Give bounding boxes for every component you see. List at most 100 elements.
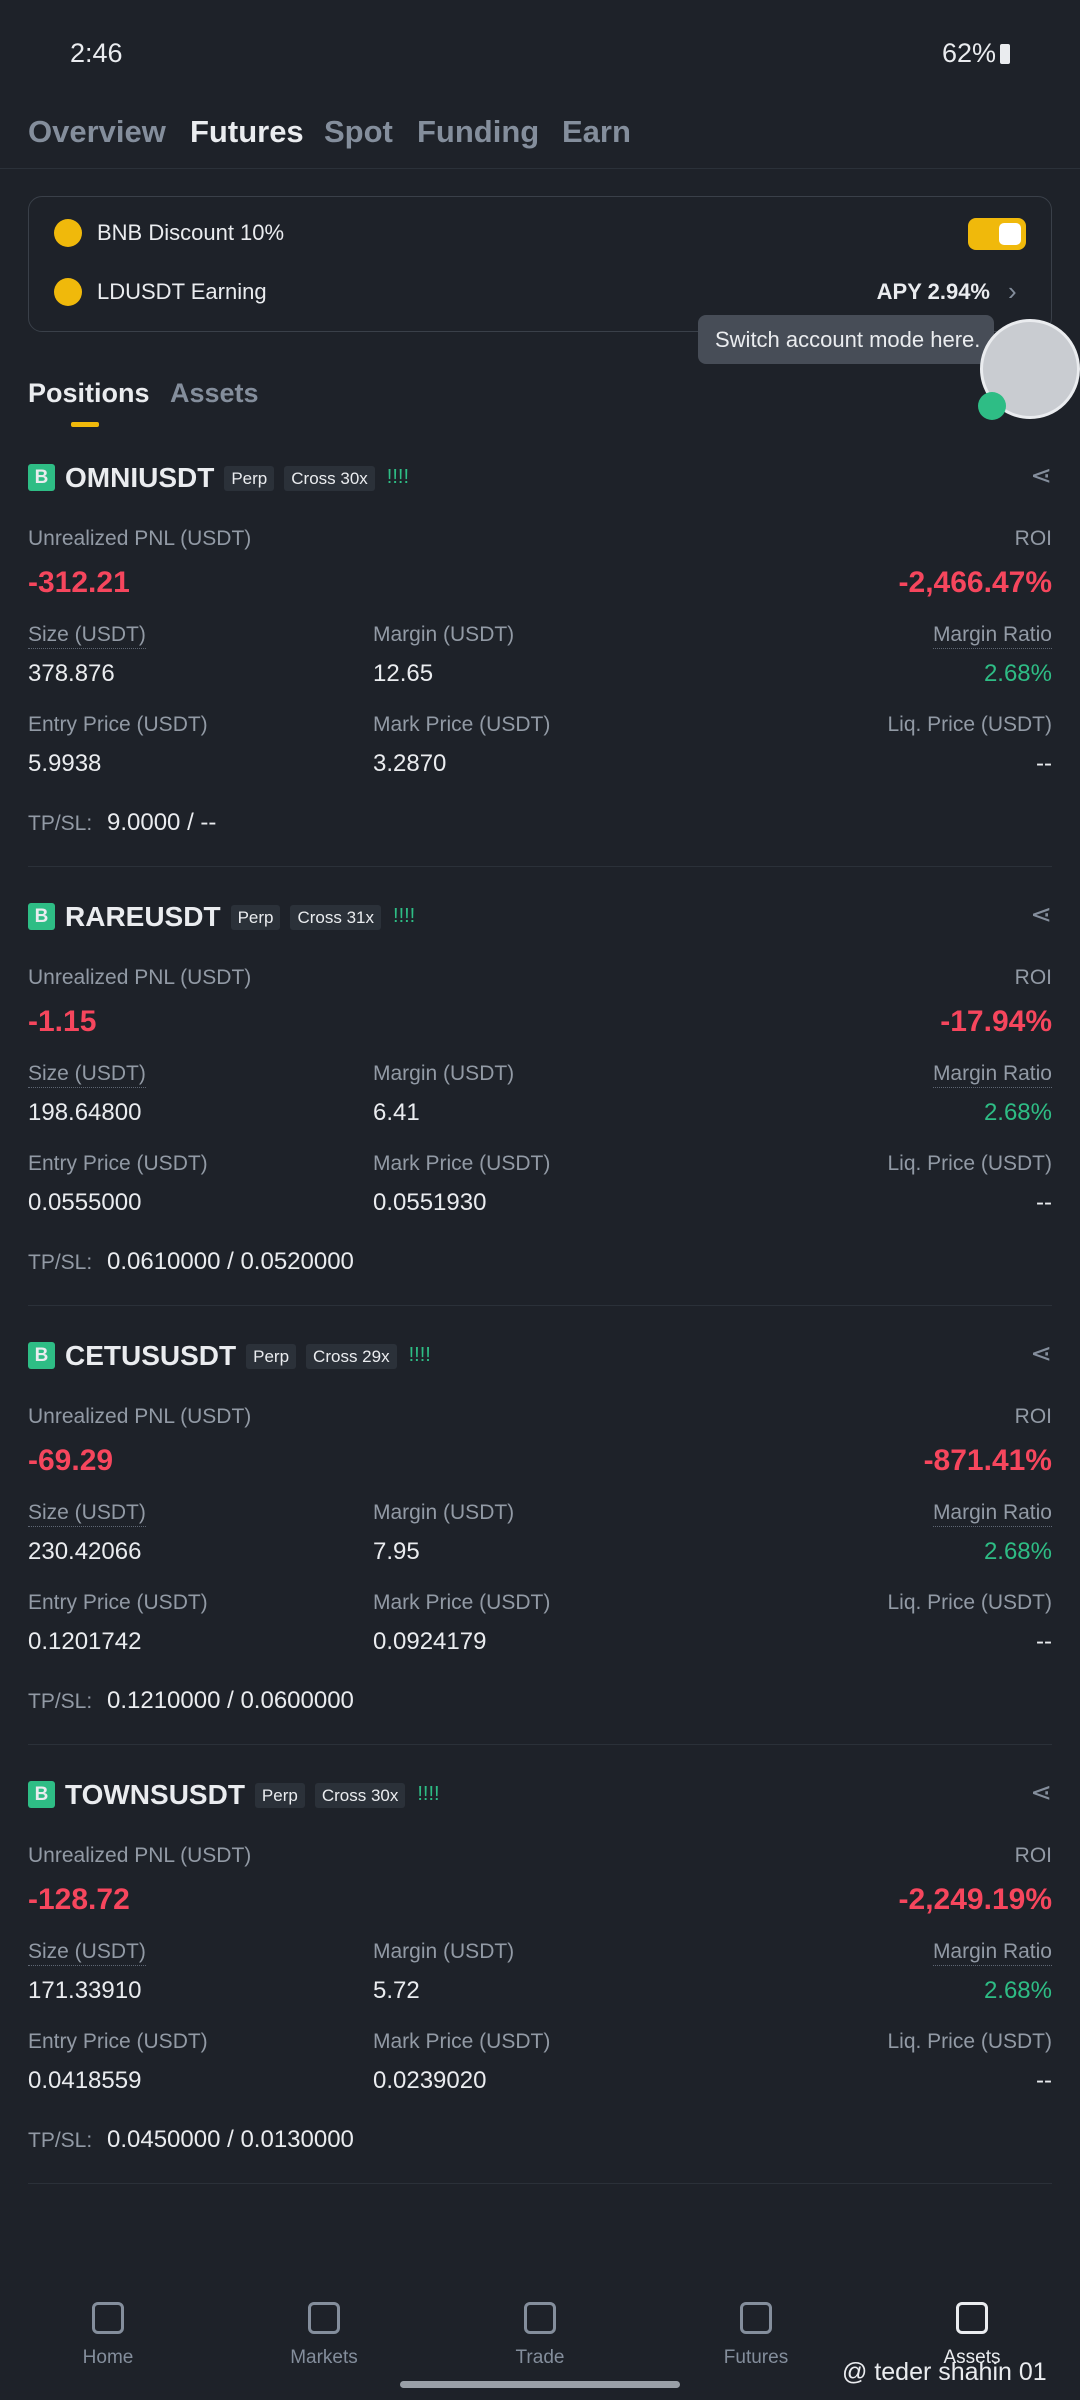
ldusdt-label: LDUSDT Earning xyxy=(97,279,267,304)
share-icon[interactable]: ⋖ xyxy=(1030,899,1052,929)
margin-label: Margin (USDT) xyxy=(373,1501,515,1524)
entry-label: Entry Price (USDT) xyxy=(28,1152,208,1175)
battery-icon xyxy=(1000,44,1010,64)
tpsl: 0.0610000 / 0.0520000 xyxy=(107,1248,354,1275)
side-badge: B xyxy=(28,464,55,491)
nav-item[interactable]: Futures xyxy=(723,2347,789,2368)
divider xyxy=(0,168,1080,169)
side-badge: B xyxy=(28,1781,55,1808)
pnl: -128.72 xyxy=(28,1883,130,1916)
size: 198.64800 xyxy=(28,1099,142,1126)
symbol[interactable]: TOWNSUSDT xyxy=(65,1779,245,1810)
side-badge: B xyxy=(28,1342,55,1369)
tooltip-box xyxy=(698,315,994,364)
entry: 0.1201742 xyxy=(28,1628,142,1655)
mark-label: Mark Price (USDT) xyxy=(373,2030,551,2053)
apy[interactable]: APY 2.94% xyxy=(876,279,990,304)
share-icon[interactable]: ⋖ xyxy=(1030,1338,1052,1368)
pnl: -1.15 xyxy=(28,1005,97,1038)
tpsl: 0.1210000 / 0.0600000 xyxy=(107,1687,354,1714)
bnb-icon xyxy=(54,219,82,247)
entry: 0.0418559 xyxy=(28,2067,142,2094)
toggle[interactable] xyxy=(968,218,1026,250)
entry-label: Entry Price (USDT) xyxy=(28,2030,208,2053)
ratio-label: Margin Ratio xyxy=(932,1502,1052,1527)
ld-icon xyxy=(54,278,82,306)
pnl-label: Unrealized PNL (USDT) xyxy=(28,966,252,989)
roi-label: ROI xyxy=(1014,1405,1052,1428)
margin: 6.41 xyxy=(373,1099,420,1126)
signal: !!!! xyxy=(386,466,410,488)
ratio: 2.68% xyxy=(983,1538,1052,1565)
tab[interactable]: Funding xyxy=(417,114,540,149)
mark-label: Mark Price (USDT) xyxy=(373,713,551,736)
liq: -- xyxy=(1036,1189,1052,1216)
card xyxy=(28,196,1052,332)
subtab[interactable]: Assets xyxy=(170,378,259,408)
perp-tag: Perp xyxy=(230,905,281,930)
mark: 0.0551930 xyxy=(373,1189,487,1216)
watermark: @ teder shahin 01 xyxy=(842,2358,1047,2386)
pnl: -69.29 xyxy=(28,1444,114,1477)
ratio: 2.68% xyxy=(983,660,1052,687)
tab[interactable]: Earn xyxy=(562,114,631,149)
liq-label: Liq. Price (USDT) xyxy=(887,1152,1052,1175)
mark: 3.2870 xyxy=(373,750,447,777)
nav-item[interactable]: Assets xyxy=(943,2347,1001,2368)
tpsl: 9.0000 / -- xyxy=(107,809,217,836)
nav-item[interactable]: Home xyxy=(82,2347,134,2368)
cross-tag: Cross 30x xyxy=(284,466,375,491)
share-icon[interactable]: ⋖ xyxy=(1030,1777,1052,1807)
entry-label: Entry Price (USDT) xyxy=(28,1591,208,1614)
home-bar xyxy=(400,2381,680,2388)
pnl-label: Unrealized PNL (USDT) xyxy=(28,527,252,550)
nav-icon xyxy=(308,2302,340,2334)
tab[interactable]: Spot xyxy=(324,114,393,149)
tpsl: 0.0450000 / 0.0130000 xyxy=(107,2126,354,2153)
divider xyxy=(28,866,1052,867)
nav-item[interactable]: Trade xyxy=(515,2347,565,2368)
margin-label: Margin (USDT) xyxy=(373,1940,515,1963)
subtab-indicator xyxy=(71,422,99,427)
ratio: 2.68% xyxy=(983,1977,1052,2004)
pnl: -312.21 xyxy=(28,566,130,599)
mark-label: Mark Price (USDT) xyxy=(373,1152,551,1175)
symbol[interactable]: RAREUSDT xyxy=(65,901,221,932)
tab[interactable]: Overview xyxy=(28,114,166,149)
margin: 7.95 xyxy=(373,1538,420,1565)
tpsl-label: TP/SL: xyxy=(28,812,93,835)
margin: 5.72 xyxy=(373,1977,420,2004)
liq-label: Liq. Price (USDT) xyxy=(887,713,1052,736)
liq: -- xyxy=(1036,750,1052,777)
share-icon[interactable]: ⋖ xyxy=(1030,460,1052,490)
verified xyxy=(978,392,1006,420)
tab[interactable]: Futures xyxy=(190,114,304,149)
roi: -17.94% xyxy=(940,1005,1052,1038)
size-label: Size (USDT) xyxy=(28,1502,146,1527)
cross-tag: Cross 30x xyxy=(314,1783,406,1808)
signal: !!!! xyxy=(408,1344,431,1366)
liq: -- xyxy=(1036,1628,1052,1655)
roi: -871.41% xyxy=(923,1444,1052,1477)
pnl-label: Unrealized PNL (USDT) xyxy=(28,1844,252,1867)
nav-icon xyxy=(956,2302,988,2334)
subtab-active[interactable]: Positions xyxy=(28,378,150,408)
battery: 62% xyxy=(942,38,997,68)
liq: -- xyxy=(1036,2067,1052,2094)
tooltip: Switch account mode here. xyxy=(715,327,981,352)
roi-label: ROI xyxy=(1014,527,1052,550)
symbol[interactable]: CETUSUSDT xyxy=(65,1340,237,1371)
ratio-label: Margin Ratio xyxy=(932,1941,1052,1966)
size-label: Size (USDT) xyxy=(28,1941,146,1966)
margin: 12.65 xyxy=(373,660,434,687)
toggle-knob xyxy=(999,223,1021,245)
symbol[interactable]: OMNIUSDT xyxy=(65,462,215,493)
roi-label: ROI xyxy=(1014,1844,1052,1867)
nav-icon xyxy=(92,2302,124,2334)
nav-item[interactable]: Markets xyxy=(290,2347,358,2368)
nav-icon xyxy=(740,2302,772,2334)
cross-tag: Cross 29x xyxy=(306,1344,397,1369)
ratio-label: Margin Ratio xyxy=(932,1063,1052,1088)
entry-label: Entry Price (USDT) xyxy=(28,713,208,736)
